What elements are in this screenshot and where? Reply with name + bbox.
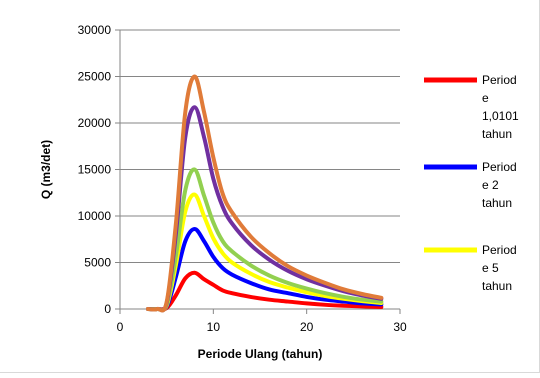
legend-label: 1,0101 — [482, 109, 519, 123]
legend-label: Period — [482, 243, 517, 257]
y-axis-title: Q (m3/det) — [39, 140, 53, 199]
y-tick-label: 25000 — [78, 70, 112, 84]
series-line-6 — [146, 74, 384, 313]
x-tick-label: 10 — [207, 320, 221, 334]
legend-label: tahun — [482, 127, 512, 141]
axes: 0 5000 10000 15000 20000 25000 30000 0 10 20 30 — [78, 23, 407, 334]
series-lines — [146, 74, 384, 313]
y-tick-label: 30000 — [78, 23, 112, 37]
y-tick-label: 20000 — [78, 116, 112, 130]
series-line-1 — [146, 270, 384, 312]
legend-label: tahun — [482, 279, 512, 293]
legend-label: e — [482, 91, 489, 105]
legend-label: tahun — [482, 196, 512, 210]
y-tick-label: 10000 — [78, 209, 112, 223]
series-line-2 — [146, 227, 384, 312]
x-axis-title: Periode Ulang (tahun) — [198, 347, 323, 361]
x-tick-label: 20 — [300, 320, 314, 334]
y-tick-label: 5000 — [84, 256, 111, 270]
x-tick-label: 30 — [393, 320, 407, 334]
legend-label: e 2 — [482, 178, 499, 192]
legend-label: Period — [482, 73, 517, 87]
y-tick-label: 15000 — [78, 163, 112, 177]
legend-label: Period — [482, 160, 517, 174]
x-tick-label: 0 — [117, 320, 124, 334]
legend-label: e 5 — [482, 261, 499, 275]
y-tick-label: 0 — [104, 302, 111, 316]
series-line-4 — [146, 167, 384, 313]
gridlines — [120, 29, 400, 263]
legend: Period e 1,0101 tahun Period e 2 tahun Period e … — [424, 73, 519, 293]
